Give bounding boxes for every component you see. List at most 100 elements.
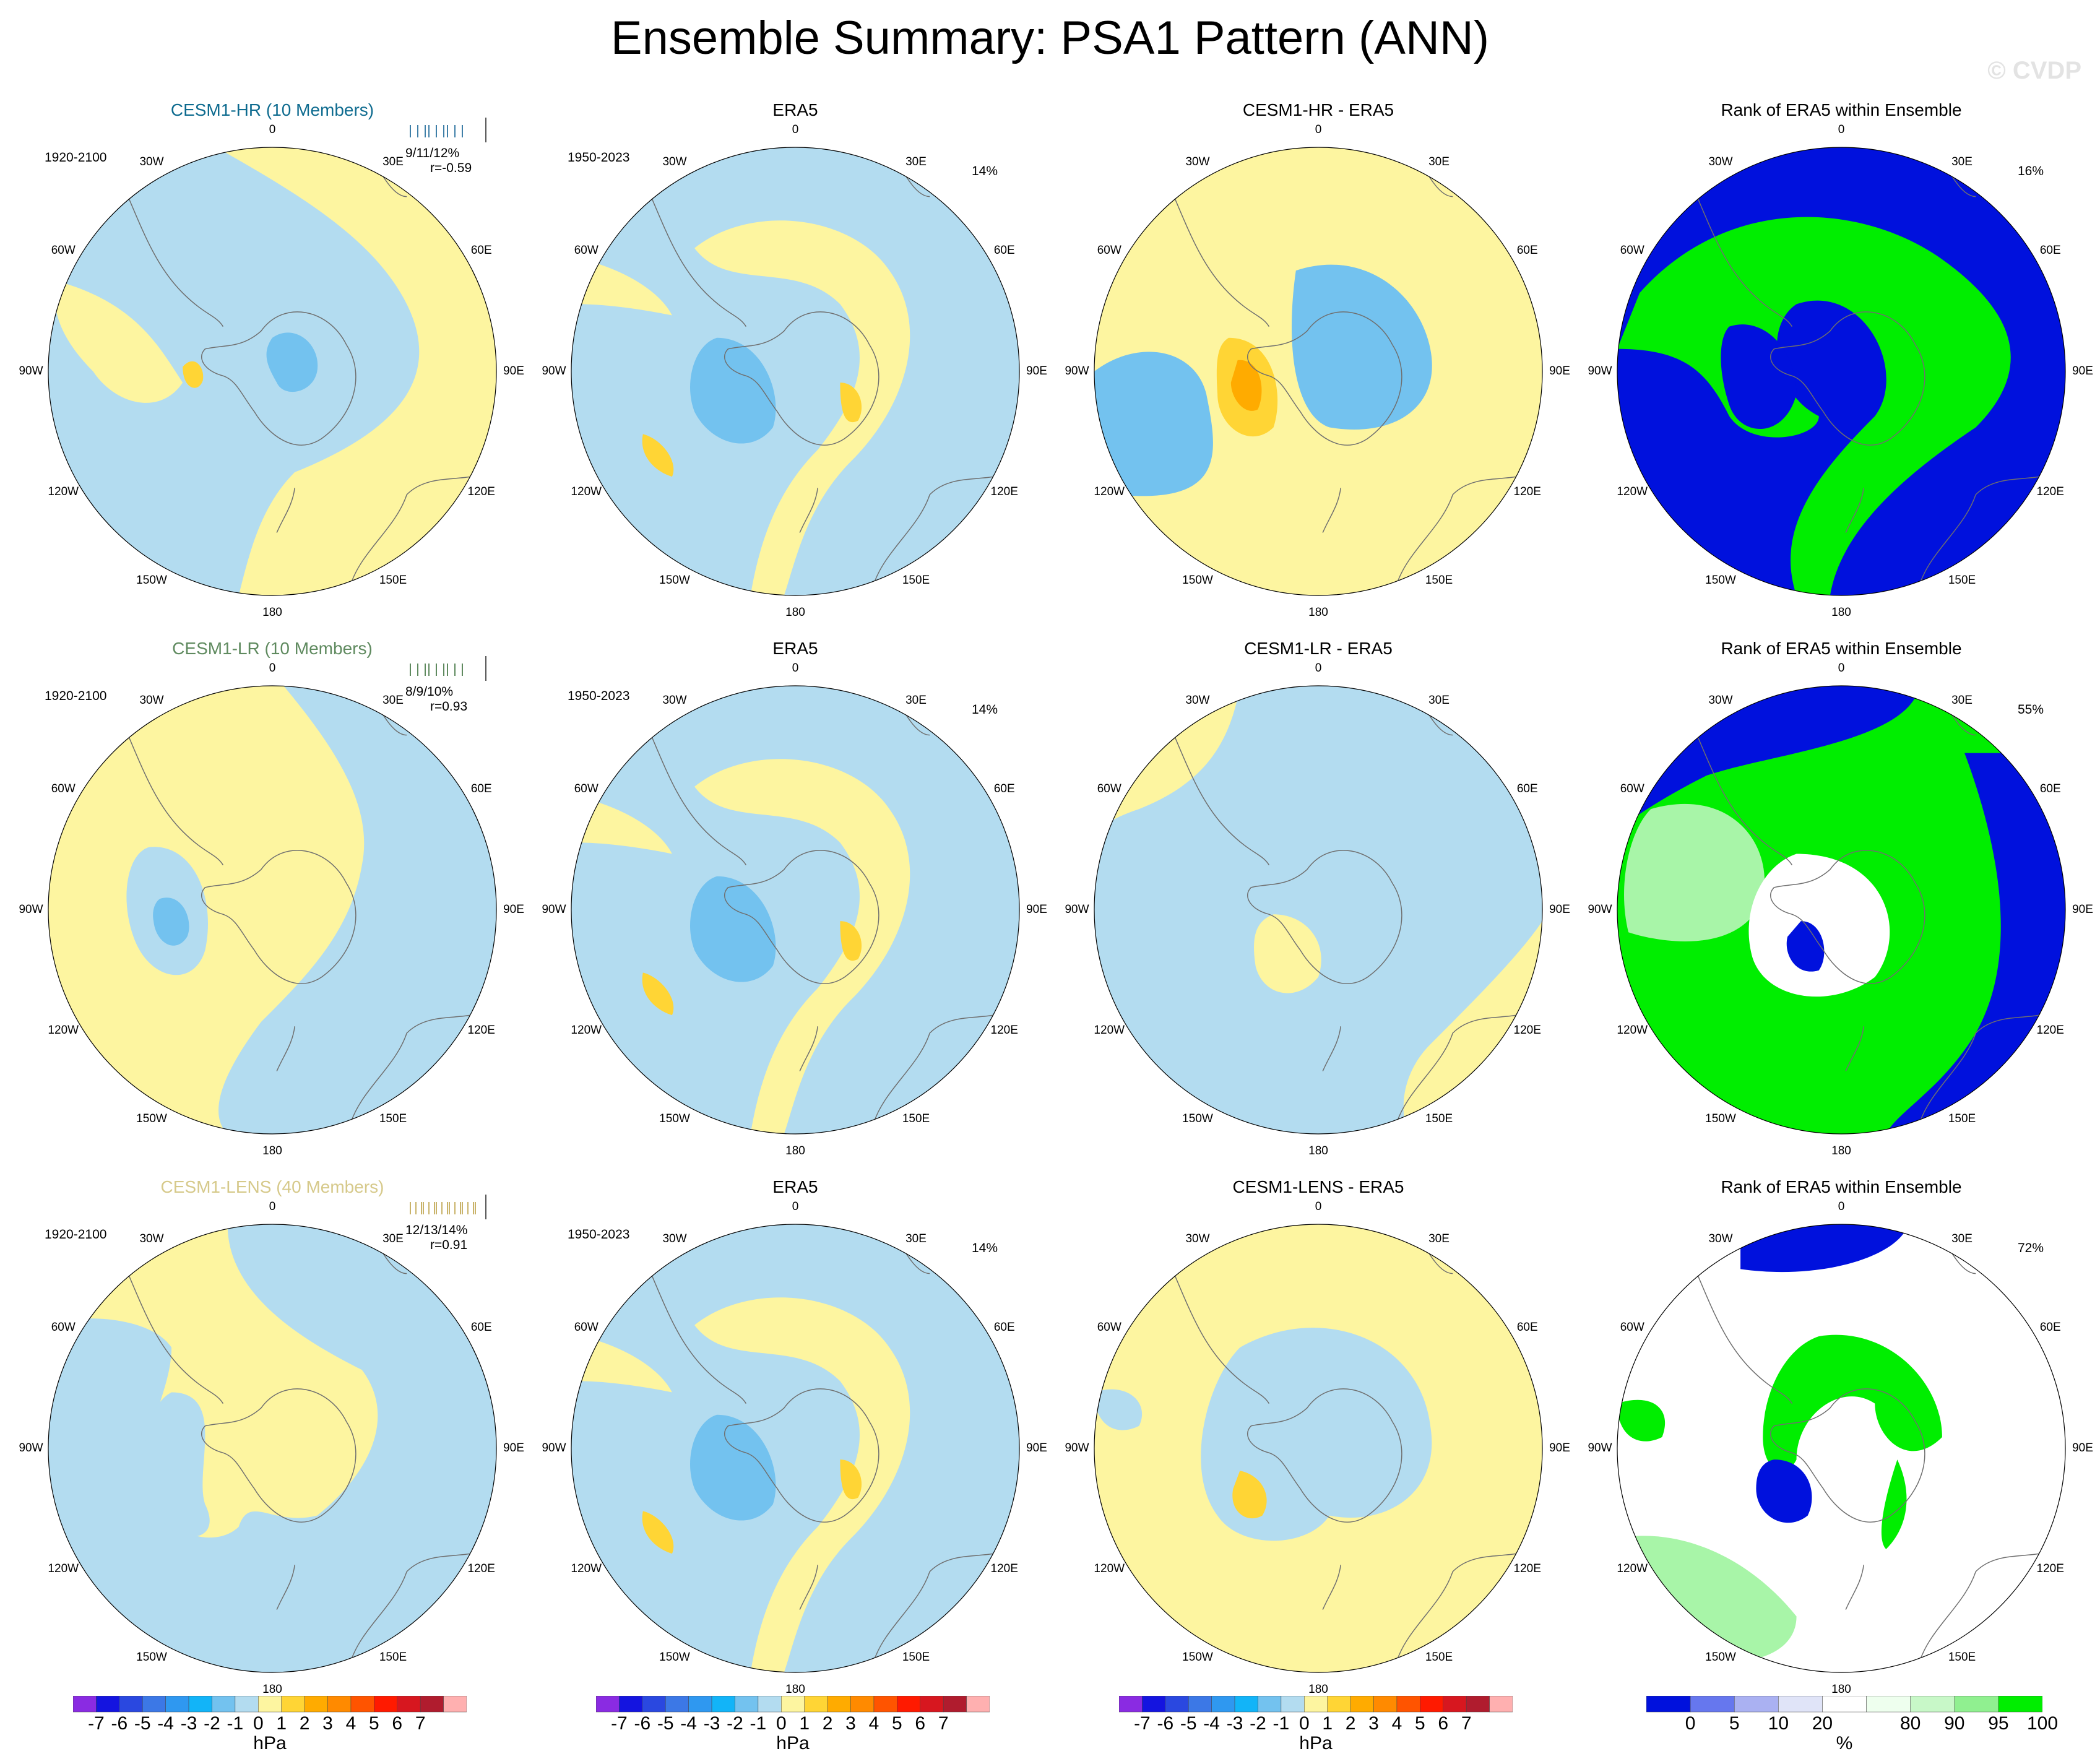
colorbar-tick-label: 5 — [369, 1713, 379, 1734]
positive-anomaly-region — [694, 1297, 910, 1672]
longitude-label: 90W — [1588, 1442, 1612, 1455]
longitude-label: 30W — [139, 1232, 164, 1246]
polar-map — [1094, 147, 1543, 596]
negative-anomaly-core — [689, 337, 776, 444]
rank-middle-region — [1748, 854, 1890, 997]
longitude-label: 30E — [1428, 155, 1450, 169]
ensemble-stats-label: 9/11/12% — [405, 146, 460, 160]
longitude-label: 120E — [2036, 1562, 2064, 1575]
new-zealand-coastline — [1845, 1026, 1864, 1071]
australia-coastline — [350, 472, 486, 585]
longitude-label: 60W — [1097, 244, 1121, 257]
antarctica-coastline — [724, 311, 879, 446]
colorbar-tick-label: 95 — [1988, 1713, 2009, 1734]
colorbar-tick-label: -6 — [1157, 1713, 1174, 1734]
colorbar-tick-label: -5 — [1180, 1713, 1197, 1734]
colorbar-tick-label: -1 — [227, 1713, 244, 1734]
antarctica-coastline — [1247, 850, 1402, 984]
colorbar-swatch — [711, 1696, 735, 1713]
longitude-label: 150W — [1705, 1112, 1736, 1125]
longitude-label: 120W — [571, 1562, 602, 1575]
longitude-label: 120W — [571, 1024, 602, 1037]
colorbar-swatch — [304, 1696, 328, 1713]
longitude-label: 120E — [1513, 1562, 1541, 1575]
longitude-label: 90W — [1588, 365, 1612, 378]
colorbar-swatch — [1443, 1696, 1467, 1713]
longitude-label: 30W — [1708, 1232, 1733, 1246]
map-panel-rank-row2: Rank of ERA5 within Ensemble 0 30E 60E 90E 12… — [1588, 638, 2100, 1195]
positive-anomaly-region-west — [577, 1336, 672, 1393]
longitude-label: 150E — [1948, 1112, 1976, 1125]
longitude-label: 150W — [1705, 573, 1736, 587]
longitude-label: 30W — [662, 1232, 687, 1246]
longitude-label: 180 — [1831, 1144, 1851, 1157]
colorbar-swatch — [1690, 1696, 1735, 1713]
longitude-label: 150W — [136, 1650, 167, 1664]
polar-map — [1617, 147, 2066, 596]
longitude-label: 180 — [262, 1683, 282, 1696]
main-title: Ensemble Summary: PSA1 Pattern (ANN) — [610, 12, 1490, 64]
longitude-label: 90W — [19, 1442, 43, 1455]
positive-anomaly-core-east — [840, 1459, 862, 1500]
colorbar-tick-label: 0 — [1685, 1713, 1696, 1734]
rank-low-core — [1786, 921, 1825, 972]
panel-title: CESM1-HR (10 Members) — [170, 100, 374, 119]
negative-anomaly-region-west — [1094, 352, 1213, 496]
longitude-label: 120W — [1094, 485, 1125, 498]
colorbar-tick-label: -5 — [134, 1713, 151, 1734]
map-panel-era-row1: ERA5 0 30E 60E 90E 120E 150E 180 150W 120W 90W 60W 3… — [542, 99, 1055, 656]
colorbar-swatch — [827, 1696, 851, 1713]
colorbar-tick-label: 0 — [253, 1713, 264, 1734]
longitude-label: 30W — [139, 694, 164, 707]
longitude-label: 150W — [659, 1112, 690, 1125]
longitude-label: 60W — [1620, 244, 1644, 257]
colorbar-tick-label: -2 — [204, 1713, 220, 1734]
colorbar-swatch — [1646, 1696, 1691, 1713]
map-border — [48, 147, 497, 596]
map-panel-diff-row2: CESM1-LR - ERA5 0 30E 60E 90E 120E 150E 180 150W… — [1065, 638, 1578, 1195]
colorbar-tick-label: -2 — [727, 1713, 743, 1734]
colorbar-tick-label: 0 — [776, 1713, 787, 1734]
colorbar-swatch — [258, 1696, 282, 1713]
longitude-label: 30W — [662, 694, 687, 707]
colorbar-swatch — [1373, 1696, 1398, 1713]
colorbar-swatch — [804, 1696, 828, 1713]
explained-variance-label: 14% — [972, 703, 998, 717]
colorbar-swatch — [758, 1696, 782, 1713]
rank-high-region — [1763, 1334, 1942, 1471]
colorbar-swatch — [1466, 1696, 1490, 1713]
positive-anomaly-region — [48, 1224, 378, 1538]
longitude-label: 60E — [1516, 1321, 1538, 1334]
longitude-label: 30W — [1708, 155, 1733, 169]
longitude-label: 60W — [1620, 782, 1644, 795]
longitude-label: 60W — [574, 782, 598, 795]
australia-coastline — [1396, 1010, 1532, 1123]
longitude-label: 120W — [1094, 1562, 1125, 1575]
longitude-label: 120E — [467, 485, 495, 498]
colorbar-swatch — [688, 1696, 712, 1713]
colorbar-swatch — [619, 1696, 643, 1713]
longitude-label: 60W — [1097, 1321, 1121, 1334]
colorbar-tick-label: 6 — [1438, 1713, 1449, 1734]
polar-map — [571, 1224, 1020, 1673]
negative-anomaly-region — [144, 1392, 210, 1537]
new-zealand-coastline — [799, 1026, 818, 1071]
pattern-correlation-label: r=0.91 — [430, 1238, 468, 1252]
positive-anomaly-region-west — [577, 259, 672, 316]
antarctica-coastline — [724, 850, 879, 984]
longitude-label: 90E — [1549, 903, 1570, 916]
antarctica-coastline — [1247, 1388, 1402, 1523]
longitude-label: 30W — [1185, 694, 1210, 707]
longitude-label: 30E — [1951, 1232, 1973, 1246]
colorbar-tick-label: 20 — [1812, 1713, 1833, 1734]
colorbar-tick-label: 1 — [799, 1713, 810, 1734]
longitude-label: 60E — [2039, 1321, 2061, 1334]
longitude-label: 0 — [1838, 123, 1845, 136]
longitude-label: 120W — [48, 1024, 79, 1037]
colorbar-tick-label: 100 — [2026, 1713, 2059, 1734]
panel-title: ERA5 — [772, 100, 818, 119]
colorbar-tick-label: 3 — [322, 1713, 333, 1734]
colorbar-tick-label: 80 — [1899, 1713, 1921, 1734]
negative-anomaly-region — [1292, 264, 1432, 430]
colorbar-tick-label: -5 — [657, 1713, 674, 1734]
